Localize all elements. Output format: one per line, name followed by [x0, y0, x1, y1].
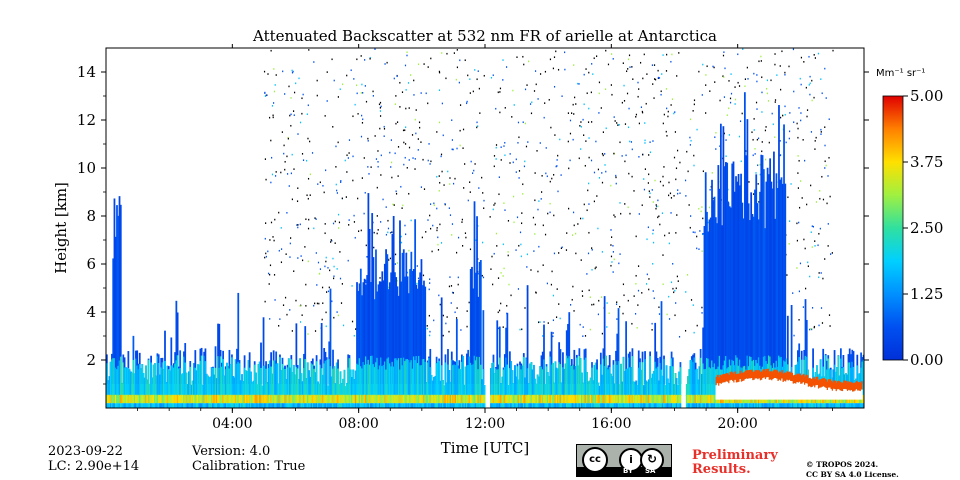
- footer-middle: Version: 4.0 Calibration: True: [192, 444, 305, 474]
- footer-left: 2023-09-22 LC: 2.90e+14: [48, 444, 139, 474]
- x-axis-label: Time [UTC]: [441, 439, 530, 457]
- y-tick-label: 2: [86, 351, 96, 369]
- x-tick-label: 04:00: [212, 416, 252, 432]
- x-tick-label: 16:00: [591, 416, 631, 432]
- colorbar-tick-label: 5.00: [910, 87, 943, 105]
- colorbar: [882, 95, 904, 361]
- y-tick-label: 8: [86, 207, 96, 225]
- version-text: Version: 4.0: [192, 444, 271, 459]
- cc-logo-icon: cc: [582, 447, 608, 473]
- x-tick-label: 20:00: [717, 416, 757, 432]
- colorbar-tick-label: 1.25: [910, 285, 943, 303]
- y-tick-label: 12: [77, 111, 96, 129]
- copyright-line-2: CC BY SA 4.0 License.: [806, 470, 899, 479]
- y-tick-label: 14: [77, 63, 96, 81]
- y-axis-label: Height [km]: [52, 182, 70, 274]
- cc-by-label: BY: [623, 467, 634, 475]
- colorbar-ticks: 0.00 1.25 2.50 3.75 5.00: [903, 87, 943, 369]
- x-tick-label: 12:00: [465, 416, 505, 432]
- preliminary-line-1: Preliminary: [692, 448, 778, 463]
- y-tick-label: 10: [77, 159, 96, 177]
- chart-title: Attenuated Backscatter at 532 nm FR of a…: [252, 27, 717, 45]
- colorbar-unit-label: Mm⁻¹ sr⁻¹: [876, 68, 925, 79]
- x-axis: 04:00 08:00 12:00 16:00 20:00: [137, 44, 833, 432]
- lc-text: LC: 2.90e+14: [48, 459, 140, 474]
- x-tick-label: 08:00: [338, 416, 378, 432]
- preliminary-line-2: Results.: [692, 462, 751, 477]
- cc-sa-label: SA: [645, 467, 656, 475]
- cc-license-badge: cc i ↻ BY SA: [576, 444, 672, 477]
- backscatter-columns: [106, 92, 864, 408]
- plot-area: [106, 48, 864, 408]
- y-axis: 2 4 6 8 10 12 14: [77, 63, 869, 385]
- copyright-line-1: © TROPOS 2024.: [806, 460, 879, 469]
- colorbar-tick-label: 3.75: [910, 153, 943, 171]
- calibration-text: Calibration: True: [192, 459, 306, 474]
- y-tick-label: 6: [86, 255, 96, 273]
- colorbar-tick-label: 2.50: [910, 219, 943, 237]
- colorbar-tick-label: 0.00: [910, 351, 943, 369]
- date-text: 2023-09-22: [48, 444, 123, 459]
- share-alike-icon: ↻: [640, 448, 664, 472]
- copyright-note: © TROPOS 2024. CC BY SA 4.0 License.: [806, 460, 899, 480]
- preliminary-note: Preliminary Results.: [692, 449, 778, 477]
- y-tick-label: 4: [86, 303, 96, 321]
